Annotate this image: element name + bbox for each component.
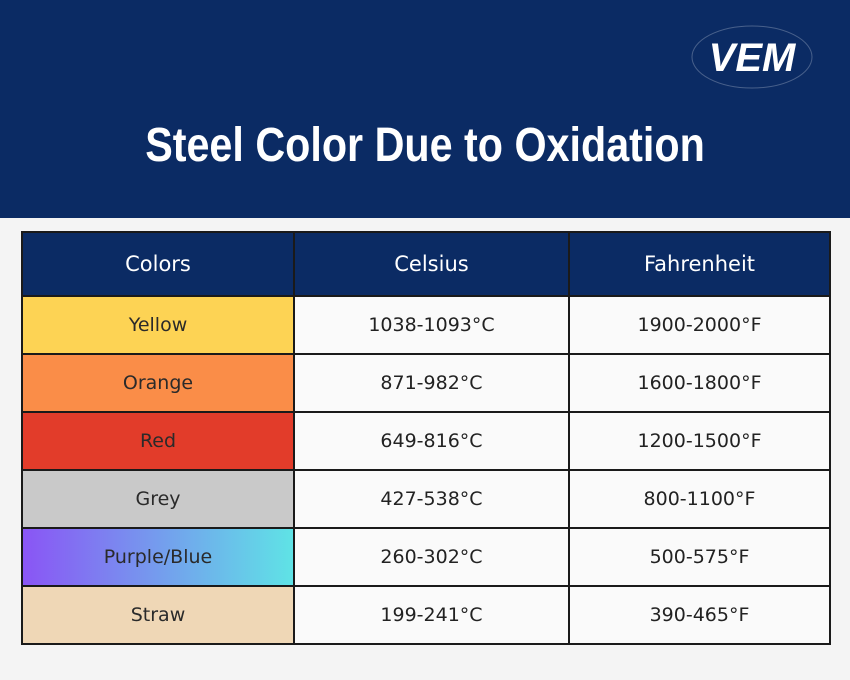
fahrenheit-cell: 390-465°F (568, 585, 831, 645)
fahrenheit-cell: 1200-1500°F (568, 411, 831, 471)
table-row: Grey 427-538°C 800-1100°F (21, 469, 831, 529)
vem-logo: VEM (690, 24, 814, 90)
fahrenheit-cell: 500-575°F (568, 527, 831, 587)
color-swatch-cell: Straw (21, 585, 295, 645)
fahrenheit-cell: 1600-1800°F (568, 353, 831, 413)
oxidation-table: Colors Celsius Fahrenheit Yellow 1038-109… (21, 231, 831, 645)
table-row: Yellow 1038-1093°C 1900-2000°F (21, 295, 831, 355)
celsius-cell: 260-302°C (293, 527, 570, 587)
celsius-cell: 1038-1093°C (293, 295, 570, 355)
celsius-cell: 427-538°C (293, 469, 570, 529)
page-title: Steel Color Due to Oxidation (145, 119, 705, 172)
header-banner: VEM Steel Color Due to Oxidation (0, 0, 850, 218)
table-row: Red 649-816°C 1200-1500°F (21, 411, 831, 471)
logo-mark: VEM (691, 25, 813, 89)
column-header-colors: Colors (21, 231, 295, 297)
celsius-cell: 871-982°C (293, 353, 570, 413)
column-header-fahrenheit: Fahrenheit (568, 231, 831, 297)
celsius-cell: 649-816°C (293, 411, 570, 471)
celsius-cell: 199-241°C (293, 585, 570, 645)
table-row: Purple/Blue 260-302°C 500-575°F (21, 527, 831, 587)
table-row: Orange 871-982°C 1600-1800°F (21, 353, 831, 413)
color-swatch-cell: Grey (21, 469, 295, 529)
table-body: Yellow 1038-1093°C 1900-2000°F Orange 871-98… (21, 295, 831, 645)
color-swatch-cell: Orange (21, 353, 295, 413)
logo-text: VEM (709, 36, 797, 80)
table-header-row: Colors Celsius Fahrenheit (21, 231, 831, 297)
oxidation-table-container: Colors Celsius Fahrenheit Yellow 1038-109… (21, 231, 831, 653)
color-swatch-cell: Yellow (21, 295, 295, 355)
table-row: Straw 199-241°C 390-465°F (21, 585, 831, 645)
color-swatch-cell: Red (21, 411, 295, 471)
color-swatch-cell: Purple/Blue (21, 527, 295, 587)
column-header-celsius: Celsius (293, 231, 570, 297)
fahrenheit-cell: 1900-2000°F (568, 295, 831, 355)
fahrenheit-cell: 800-1100°F (568, 469, 831, 529)
